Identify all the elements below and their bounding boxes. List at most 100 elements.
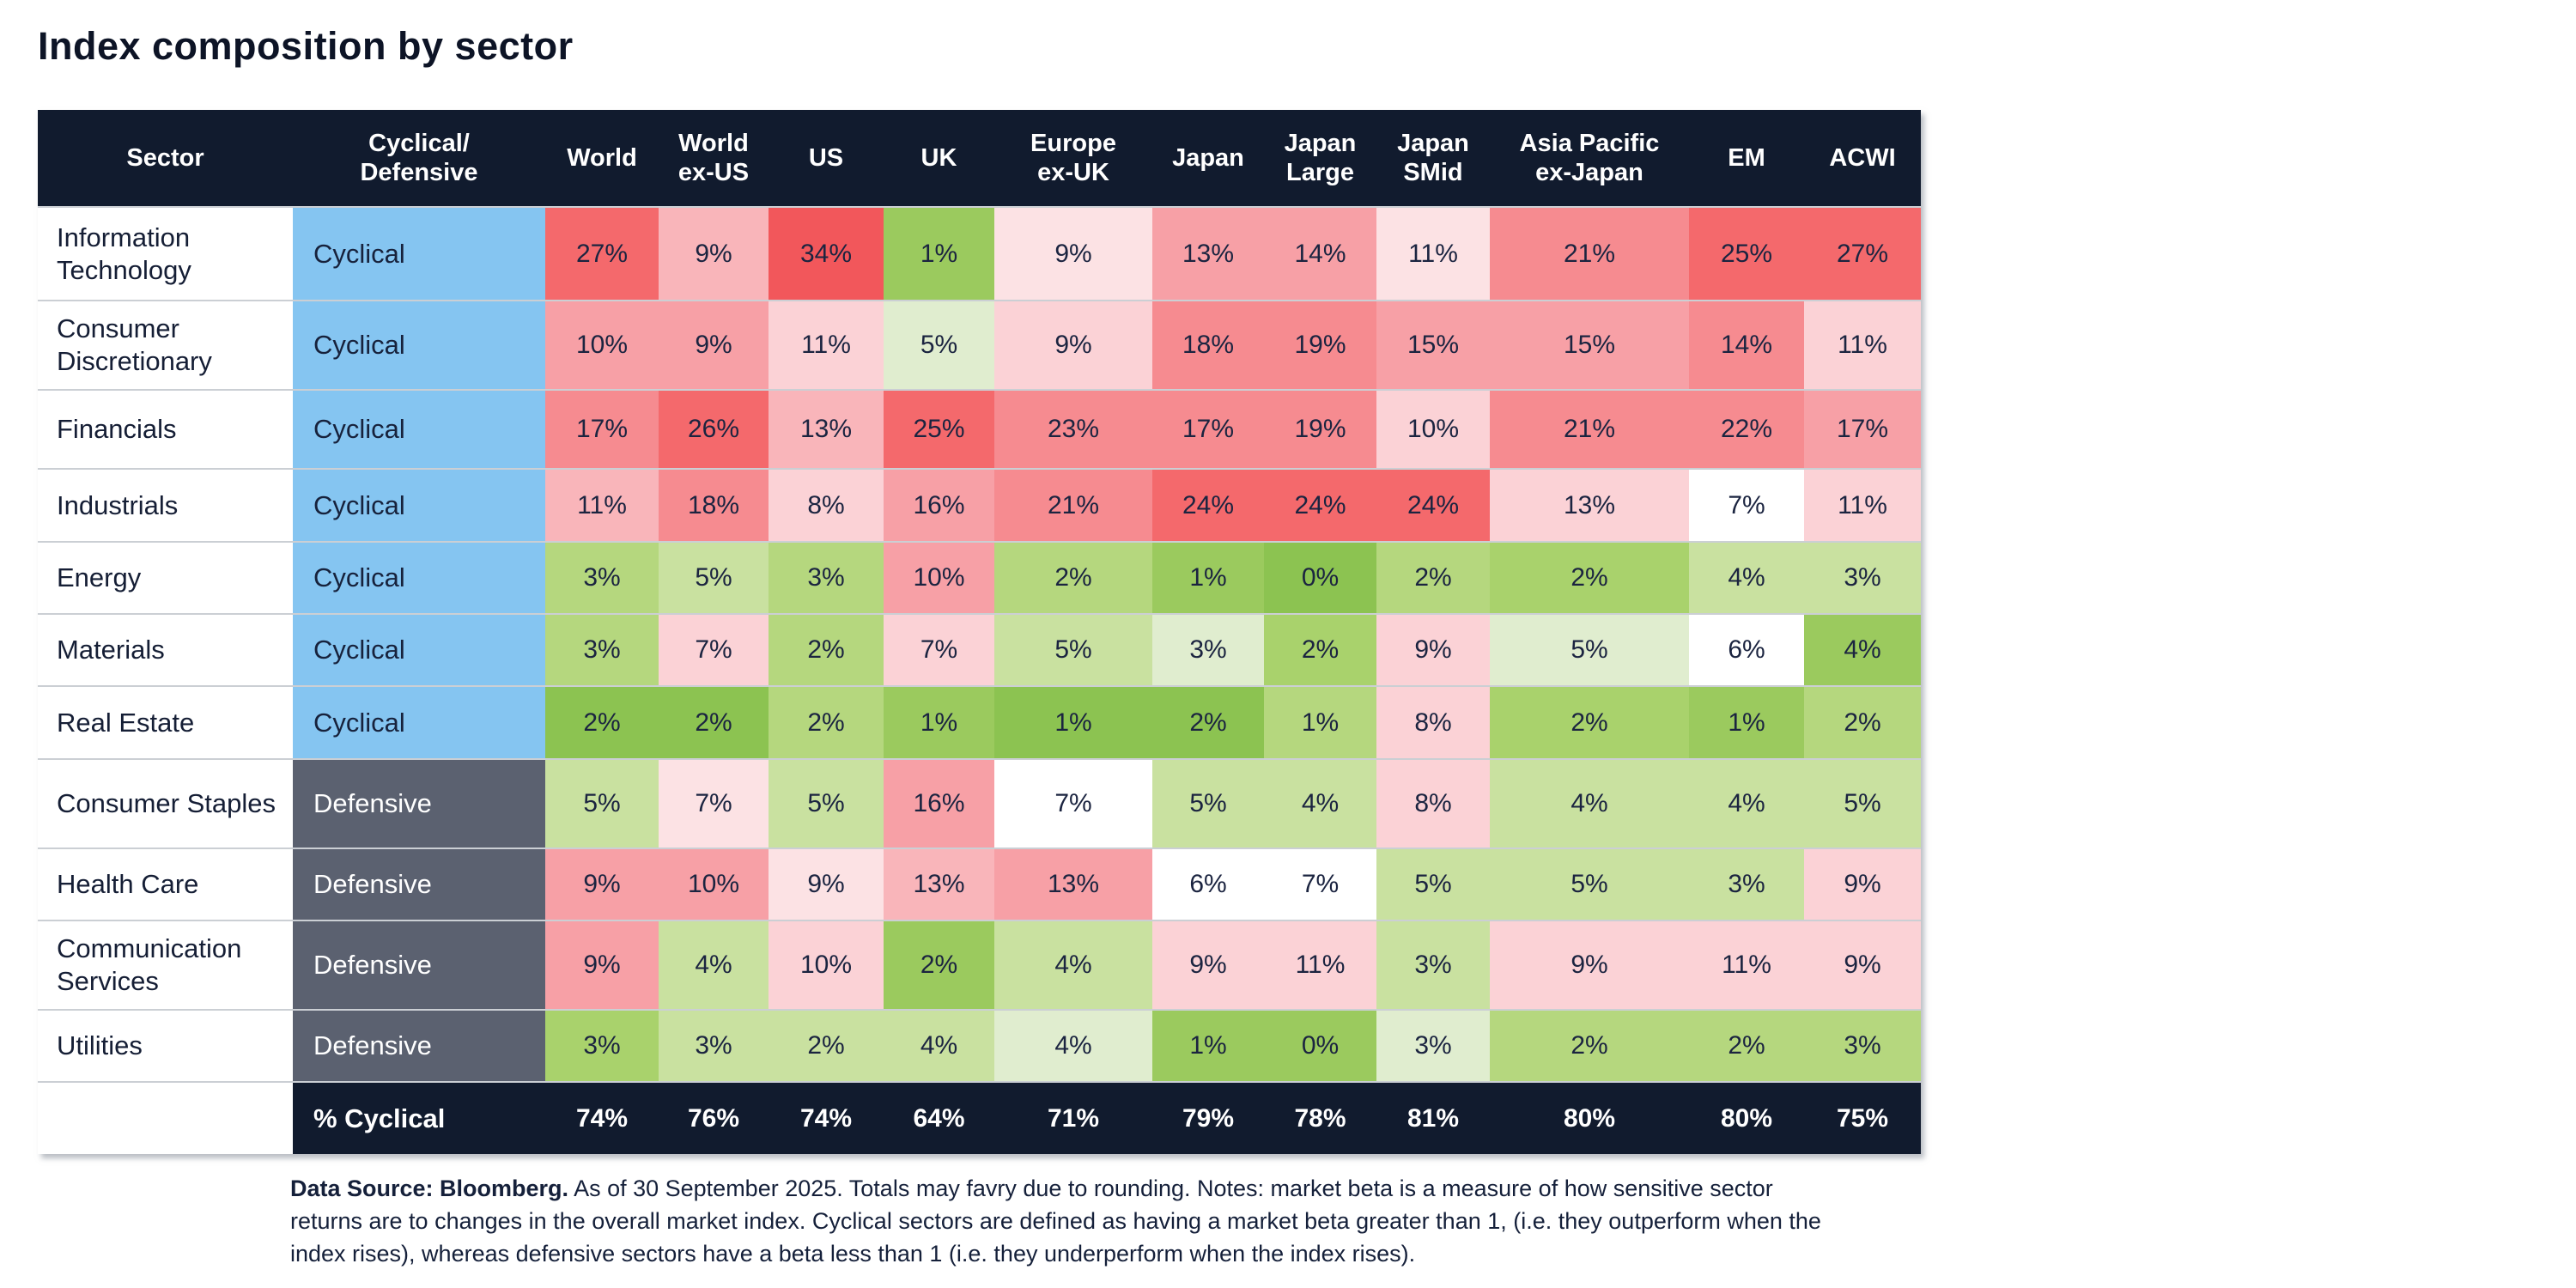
heatmap-cell: 15% <box>1490 301 1689 389</box>
heatmap-cell: 25% <box>1689 208 1804 300</box>
column-header-em: EM <box>1728 143 1765 172</box>
table-row: Health Care Defensive 9% 10% 9% 13% 13% 6% 7% 5% 5… <box>38 848 1921 920</box>
sector-name: Health Care <box>38 849 293 920</box>
table-row: Consumer Discretionary Cyclical 10% 9% 11% 5%… <box>38 300 1921 389</box>
heatmap-cell: 9% <box>994 208 1152 300</box>
heatmap-cell: 22% <box>1689 391 1804 468</box>
heatmap-cell: 5% <box>545 760 659 848</box>
column-header-japan: Japan <box>1172 143 1244 172</box>
heatmap-cell: 5% <box>994 615 1152 685</box>
heatmap-cell: 3% <box>1152 615 1264 685</box>
heatmap-cell: 3% <box>659 1011 769 1081</box>
heatmap-cell: 3% <box>1804 543 1921 613</box>
heatmap-cell: 7% <box>884 615 994 685</box>
footer-label: % Cyclical <box>293 1083 545 1154</box>
heatmap-cell: 9% <box>659 301 769 389</box>
heatmap-cell: 19% <box>1264 391 1376 468</box>
heatmap-cell: 13% <box>769 391 884 468</box>
sector-name: Real Estate <box>38 687 293 758</box>
heatmap-cell: 3% <box>545 615 659 685</box>
heatmap-cell: 17% <box>545 391 659 468</box>
heatmap-cell: 3% <box>1689 849 1804 920</box>
heatmap-cell: 10% <box>545 301 659 389</box>
heatmap-cell: 2% <box>1264 615 1376 685</box>
footer-value: 74% <box>545 1083 659 1154</box>
heatmap-cell: 9% <box>1152 921 1264 1009</box>
heatmap-cell: 2% <box>1376 543 1490 613</box>
heatmap-cell: 21% <box>994 470 1152 541</box>
footer-value: 74% <box>769 1083 884 1154</box>
heatmap-cell: 21% <box>1490 208 1689 300</box>
heatmap-cell: 4% <box>994 1011 1152 1081</box>
heatmap-cell: 13% <box>884 849 994 920</box>
table-row: Energy Cyclical 3% 5% 3% 10% 2% 1% 0% 2% 2% 4% 3% <box>38 541 1921 613</box>
classification-cell: Cyclical <box>293 208 545 300</box>
classification-cell: Cyclical <box>293 543 545 613</box>
heatmap-cell: 24% <box>1152 470 1264 541</box>
heatmap-cell: 27% <box>1804 208 1921 300</box>
footer-spacer <box>38 1083 293 1154</box>
footer-value: 75% <box>1804 1083 1921 1154</box>
heatmap-cell: 11% <box>1376 208 1490 300</box>
heatmap-cell: 2% <box>884 921 994 1009</box>
heatmap-cell: 3% <box>545 1011 659 1081</box>
heatmap-cell: 13% <box>994 849 1152 920</box>
heatmap-cell: 21% <box>1490 391 1689 468</box>
heatmap-cell: 17% <box>1152 391 1264 468</box>
table-row: Utilities Defensive 3% 3% 2% 4% 4% 1% 0% 3% 2% 2% 3% <box>38 1009 1921 1081</box>
footer-row: % Cyclical 74% 76% 74% 64% 71% 79% 78% 81% 80% 80%… <box>38 1081 1921 1154</box>
heatmap-cell: 3% <box>545 543 659 613</box>
classification-cell: Cyclical <box>293 615 545 685</box>
heatmap-cell: 5% <box>1376 849 1490 920</box>
heatmap-cell: 6% <box>1689 615 1804 685</box>
heatmap-cell: 2% <box>769 687 884 758</box>
heatmap-cell: 4% <box>994 921 1152 1009</box>
heatmap-cell: 5% <box>1804 760 1921 848</box>
heatmap-cell: 18% <box>659 470 769 541</box>
heatmap-cell: 11% <box>545 470 659 541</box>
heatmap-cell: 15% <box>1376 301 1490 389</box>
heatmap-cell: 2% <box>994 543 1152 613</box>
heatmap-cell: 8% <box>769 470 884 541</box>
heatmap-cell: 7% <box>659 760 769 848</box>
heatmap-cell: 2% <box>1152 687 1264 758</box>
classification-cell: Defensive <box>293 760 545 848</box>
footnote-text: As of 30 September 2025. Totals may favr… <box>290 1176 1821 1267</box>
sector-name: Financials <box>38 391 293 468</box>
heatmap-cell: 2% <box>1490 687 1689 758</box>
column-header-japan-smid: Japan SMid <box>1397 129 1469 186</box>
column-header-cyclical-defensive: Cyclical/ Defensive <box>360 129 478 186</box>
heatmap-cell: 24% <box>1376 470 1490 541</box>
heatmap-cell: 4% <box>659 921 769 1009</box>
heatmap-cell: 4% <box>1689 543 1804 613</box>
sector-name: Materials <box>38 615 293 685</box>
heatmap-cell: 1% <box>1689 687 1804 758</box>
heatmap-cell: 4% <box>1264 760 1376 848</box>
footer-value: 71% <box>994 1083 1152 1154</box>
heatmap-cell: 9% <box>659 208 769 300</box>
heatmap-cell: 5% <box>1490 849 1689 920</box>
heatmap-cell: 8% <box>1376 687 1490 758</box>
heatmap-cell: 27% <box>545 208 659 300</box>
heatmap-cell: 8% <box>1376 760 1490 848</box>
heatmap-cell: 7% <box>1264 849 1376 920</box>
heatmap-cell: 10% <box>659 849 769 920</box>
sector-name: Utilities <box>38 1011 293 1081</box>
heatmap-cell: 25% <box>884 391 994 468</box>
sector-name: Industrials <box>38 470 293 541</box>
heatmap-cell: 0% <box>1264 543 1376 613</box>
column-header-asia-pacific-ex-japan: Asia Pacific ex-Japan <box>1519 129 1660 186</box>
heatmap-cell: 10% <box>1376 391 1490 468</box>
heatmap-cell: 13% <box>1490 470 1689 541</box>
footnote-source: Data Source: Bloomberg. <box>290 1176 569 1201</box>
heatmap-cell: 11% <box>1804 301 1921 389</box>
footer-value: 76% <box>659 1083 769 1154</box>
footer-value: 80% <box>1689 1083 1804 1154</box>
heatmap-cell: 2% <box>1689 1011 1804 1081</box>
sector-name: Consumer Discretionary <box>38 301 293 389</box>
sector-name: Energy <box>38 543 293 613</box>
heatmap-cell: 3% <box>769 543 884 613</box>
sector-name: Information Technology <box>38 208 293 300</box>
table-row: Consumer Staples Defensive 5% 7% 5% 16% 7% 5% 4%… <box>38 758 1921 848</box>
classification-cell: Cyclical <box>293 301 545 389</box>
